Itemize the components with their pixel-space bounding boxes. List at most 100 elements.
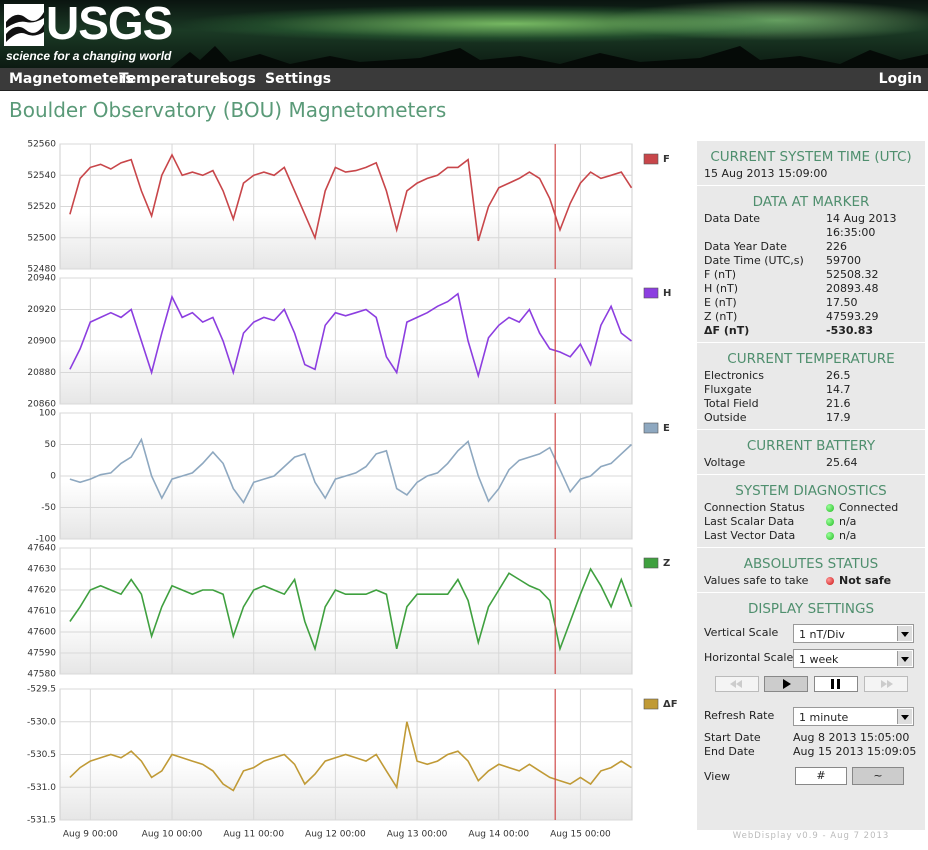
info-value: 21.6 (826, 397, 851, 410)
info-row: Values safe to take Not safe (697, 574, 925, 588)
info-row: Last Scalar Data n/a (697, 515, 925, 529)
y-tick-label: 20900 (27, 337, 56, 347)
y-tick-label: 47640 (27, 544, 56, 554)
info-value-line: 14 Aug 2013 (826, 212, 896, 226)
sidebar-section: CURRENT BATTERY Voltage 25.64 (697, 430, 925, 475)
info-value-box: 52508.32 (826, 268, 879, 282)
info-value: 52508.32 (826, 268, 879, 281)
y-tick-label: 52520 (27, 202, 56, 212)
logo-text: USGS (46, 0, 173, 49)
select[interactable]: 1 minute (793, 707, 914, 726)
info-value-line: 14.7 (826, 383, 851, 397)
info-value-box: n/a (826, 515, 856, 529)
info-row: E (nT) 17.50 (697, 296, 925, 310)
rewind-button[interactable] (715, 676, 759, 692)
info-row: F (nT) 52508.32 (697, 268, 925, 282)
info-value-box: 17.50 (826, 296, 858, 310)
login-link[interactable]: Login (878, 71, 922, 87)
info-value-box: Connected (826, 501, 898, 515)
nav-link[interactable]: Logs (219, 71, 256, 87)
sidebar-section: CURRENT SYSTEM TIME (UTC) 15 Aug 2013 15:… (697, 141, 925, 186)
select[interactable]: 1 week (793, 649, 914, 668)
info-value: 17.9 (826, 411, 851, 424)
info-label: Values safe to take (704, 574, 809, 587)
setting-row: End Date Aug 15 2013 15:09:05 (697, 745, 925, 759)
info-value-line: Not safe (826, 574, 891, 588)
info-label: Data Year Date (704, 240, 787, 253)
nav-link[interactable]: Settings (265, 71, 332, 87)
info-label: Electronics (704, 369, 764, 382)
info-value-line: 16:35:00 (826, 226, 896, 240)
info-row: Electronics 26.5 (697, 369, 925, 383)
data-line (69, 567, 633, 652)
info-value-box: -530.83 (826, 324, 873, 338)
info-value: 14 Aug 2013 (826, 212, 897, 225)
info-value-box: 17.9 (826, 411, 851, 425)
y-tick-label: 20920 (27, 305, 56, 315)
section-title: CURRENT BATTERY (746, 438, 876, 454)
forward-button[interactable] (864, 676, 908, 692)
info-value-line: 59700 (826, 254, 861, 268)
info-value-line: n/a (826, 515, 856, 529)
nav-link[interactable]: Temperatures (119, 71, 229, 87)
legend-label: ΔF (663, 699, 678, 710)
select[interactable]: 1 nT/Div (793, 624, 914, 643)
info-row: Z (nT) 47593.29 (697, 310, 925, 324)
x-tick-label: Aug 9 00:00 (63, 830, 118, 840)
info-row: Data Year Date 226 (697, 240, 925, 254)
legend-swatch (643, 287, 659, 299)
display-settings: DISPLAY SETTINGS Vertical Scale 1 nT/Div … (697, 593, 925, 796)
y-tick-label: 20860 (27, 400, 56, 410)
legend-label: E (663, 423, 670, 434)
select-value: 1 nT/Div (799, 628, 845, 641)
view-button[interactable]: # (795, 767, 847, 785)
data-line (69, 292, 632, 379)
data-line (69, 721, 632, 792)
y-tick-label: 47590 (27, 649, 56, 659)
legend-swatch (643, 698, 659, 710)
legend-swatch (643, 422, 659, 434)
nav-link[interactable]: Magnetometers (9, 71, 134, 87)
status-dot (826, 518, 834, 526)
view-button[interactable]: ~ (852, 767, 904, 785)
pause-button[interactable] (814, 676, 858, 692)
info-value-box: 26.5 (826, 369, 851, 383)
data-line (69, 437, 633, 505)
info-value: 16:35:00 (826, 226, 876, 239)
info-value: 26.5 (826, 369, 851, 382)
info-label: Last Vector Data (704, 529, 796, 542)
logo-icon (4, 4, 44, 46)
info-label: Last Scalar Data (704, 515, 795, 528)
info-value-line: 21.6 (826, 397, 851, 411)
sidebar-sections: CURRENT SYSTEM TIME (UTC) 15 Aug 2013 15:… (697, 141, 925, 593)
y-tick-label: 52480 (27, 265, 56, 275)
section-title: SYSTEM DIAGNOSTICS (735, 483, 887, 499)
setting-label: End Date (704, 745, 755, 758)
info-value: n/a (839, 515, 857, 528)
section-title: DATA AT MARKER (752, 194, 870, 210)
info-value: -530.83 (826, 324, 874, 337)
info-row: H (nT) 20893.48 (697, 282, 925, 296)
section-title: CURRENT TEMPERATURE (727, 351, 895, 367)
play-button[interactable] (764, 676, 808, 692)
banner: USGS science for a changing world (0, 0, 928, 68)
info-value-line: 47593.29 (826, 310, 879, 324)
section-title: ABSOLUTES STATUS (743, 556, 879, 572)
info-label: Total Field (704, 397, 759, 410)
sidebar-section: ABSOLUTES STATUS Values safe to take Not s… (697, 548, 925, 593)
info-value-box: 47593.29 (826, 310, 879, 324)
legend-label: H (663, 288, 671, 299)
legend-swatch (643, 153, 659, 165)
info-row: Total Field 21.6 (697, 397, 925, 411)
info-value-line: -530.83 (826, 324, 873, 338)
y-tick-label: 50 (45, 440, 57, 450)
charts: 52480 52500 52520 52540 52560 F 20860 20880 2090… (27, 140, 678, 840)
info-value: Connected (839, 501, 899, 514)
legend-label: F (663, 154, 670, 165)
y-tick-label: -531.0 (27, 783, 56, 793)
x-tick-label: Aug 14 00:00 (468, 830, 529, 840)
y-tick-label: -50 (41, 503, 56, 513)
sidebar-section: DATA AT MARKER Data Date 14 Aug 2013 16:35:… (697, 186, 925, 343)
setting-label: Refresh Rate (704, 709, 775, 722)
